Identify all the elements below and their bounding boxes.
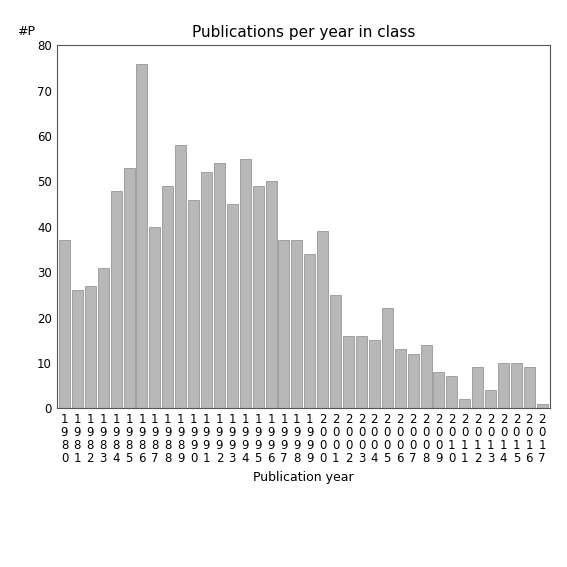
Bar	[421, 345, 431, 408]
Bar	[472, 367, 483, 408]
Bar	[343, 336, 354, 408]
Bar	[137, 64, 147, 408]
Bar	[433, 372, 445, 408]
Bar	[124, 168, 134, 408]
Bar	[240, 159, 251, 408]
Bar	[188, 200, 199, 408]
Bar	[111, 191, 121, 408]
Bar	[253, 186, 264, 408]
Bar	[369, 340, 380, 408]
Bar	[214, 163, 225, 408]
Bar	[162, 186, 174, 408]
Bar	[304, 254, 315, 408]
X-axis label: Publication year: Publication year	[253, 471, 354, 484]
Bar	[201, 172, 212, 408]
Bar	[278, 240, 290, 408]
Bar	[537, 404, 548, 408]
Bar	[408, 354, 418, 408]
Bar	[175, 145, 186, 408]
Bar	[98, 268, 109, 408]
Bar	[72, 290, 83, 408]
Bar	[265, 181, 277, 408]
Bar	[356, 336, 367, 408]
Bar	[330, 295, 341, 408]
Bar	[382, 308, 393, 408]
Bar	[59, 240, 70, 408]
Bar	[317, 231, 328, 408]
Bar	[524, 367, 535, 408]
Bar	[227, 204, 238, 408]
Text: #P: #P	[17, 25, 35, 38]
Bar	[498, 363, 509, 408]
Bar	[459, 399, 470, 408]
Bar	[291, 240, 302, 408]
Bar	[85, 286, 96, 408]
Bar	[511, 363, 522, 408]
Title: Publications per year in class: Publications per year in class	[192, 25, 415, 40]
Bar	[149, 227, 160, 408]
Bar	[485, 390, 496, 408]
Bar	[395, 349, 405, 408]
Bar	[446, 376, 458, 408]
